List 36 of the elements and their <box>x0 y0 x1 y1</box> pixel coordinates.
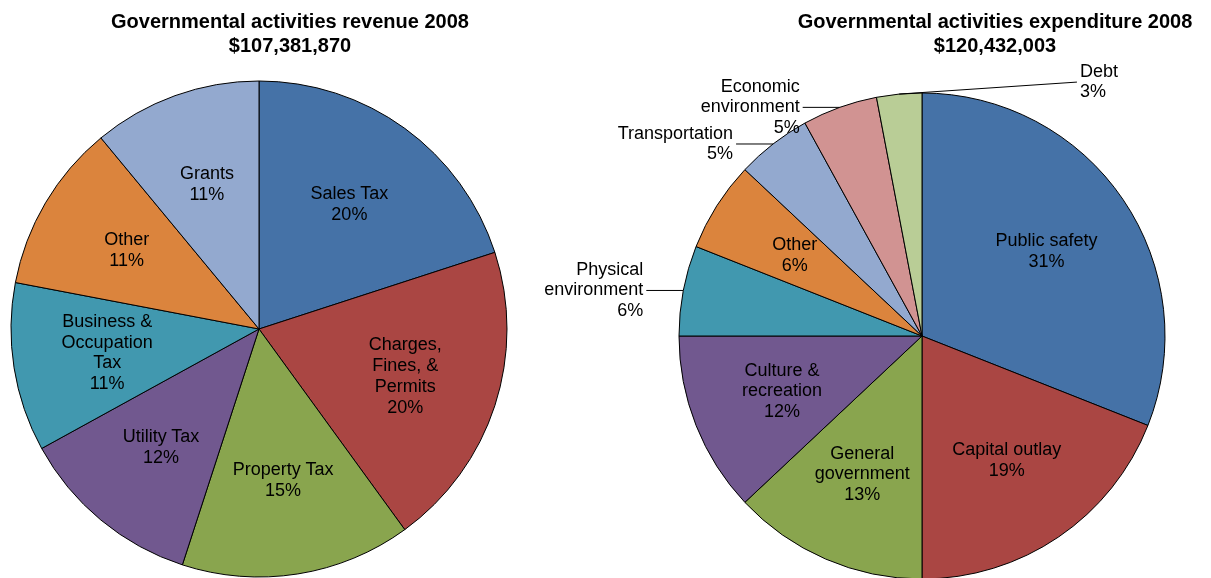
slice-label: Capital outlay <box>952 439 1062 460</box>
slice-label: Property Tax <box>232 459 334 480</box>
slice-label: Other <box>772 233 818 254</box>
slice-label: Transportation <box>617 122 734 143</box>
data-label: 11% <box>189 183 225 204</box>
slice-label: General government <box>814 442 910 484</box>
data-label: 19% <box>988 459 1025 480</box>
chart-title: Governmental activities revenue 2008 <box>111 10 469 32</box>
slice-label: Debt <box>1079 60 1118 81</box>
data-label: 31% <box>1028 250 1065 271</box>
data-label: 12% <box>142 446 180 467</box>
data-label: 5% <box>773 117 800 138</box>
slice-label: Public safety <box>995 229 1098 250</box>
slice-label: Physical environment <box>544 258 644 300</box>
data-label: 6% <box>781 254 808 275</box>
data-label: 20% <box>387 396 424 417</box>
chart-subtitle: $120,432,003 <box>933 34 1057 56</box>
data-label: 11% <box>89 373 125 394</box>
data-label: 13% <box>844 483 881 504</box>
slice-label: Economic environment <box>700 75 800 117</box>
data-label: 11% <box>109 250 144 271</box>
slice-label: Culture & recreation <box>741 359 822 401</box>
slice-label: Other <box>104 229 150 250</box>
chart-subtitle: $107,381,870 <box>228 34 352 56</box>
data-label: 12% <box>763 401 800 422</box>
slice-label: Sales Tax <box>310 183 389 204</box>
chart-title: Governmental activities expenditure 2008 <box>797 10 1193 32</box>
slice-label: Business & Occupation Tax <box>61 310 153 373</box>
data-label: 3% <box>1079 81 1106 102</box>
data-label: 15% <box>265 480 302 501</box>
slice-label: Grants <box>179 162 234 183</box>
data-label: 5% <box>707 143 734 164</box>
slice-label: Charges, Fines, & Permits <box>368 334 442 396</box>
slice-label: Utility Tax <box>122 426 200 447</box>
data-label: 6% <box>617 300 644 321</box>
data-label: 20% <box>331 203 368 224</box>
